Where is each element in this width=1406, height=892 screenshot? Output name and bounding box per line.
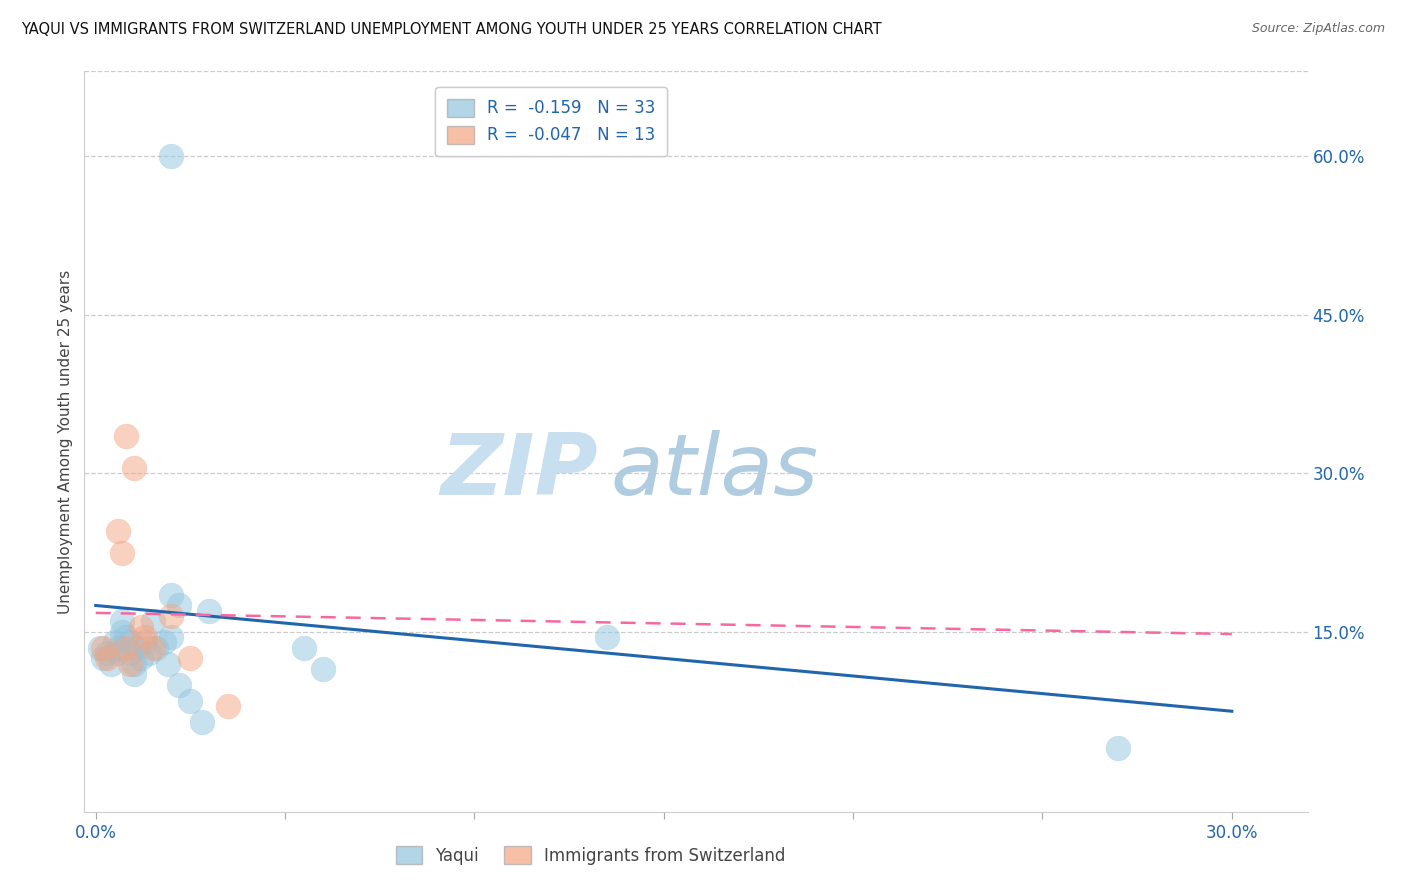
Point	[115, 429, 138, 443]
Point	[153, 635, 176, 649]
Point	[179, 651, 201, 665]
Point	[129, 619, 152, 633]
Text: atlas: atlas	[610, 430, 818, 513]
Point	[312, 662, 335, 676]
Point	[160, 149, 183, 163]
Point	[118, 635, 141, 649]
Point	[122, 461, 145, 475]
Point	[91, 640, 114, 655]
Legend: R =  -0.159   N = 33, R =  -0.047   N = 13: R = -0.159 N = 33, R = -0.047 N = 13	[436, 87, 666, 156]
Point	[217, 698, 239, 713]
Point	[160, 630, 183, 644]
Point	[134, 635, 156, 649]
Point	[1107, 741, 1129, 756]
Point	[138, 646, 160, 660]
Legend: Yaqui, Immigrants from Switzerland: Yaqui, Immigrants from Switzerland	[385, 836, 796, 875]
Point	[111, 624, 134, 639]
Point	[111, 546, 134, 560]
Point	[156, 657, 179, 671]
Point	[129, 651, 152, 665]
Point	[596, 630, 619, 644]
Point	[118, 657, 141, 671]
Text: ZIP: ZIP	[440, 430, 598, 513]
Point	[198, 604, 221, 618]
Point	[292, 640, 315, 655]
Point	[134, 630, 156, 644]
Y-axis label: Unemployment Among Youth under 25 years: Unemployment Among Youth under 25 years	[58, 269, 73, 614]
Point	[160, 588, 183, 602]
Text: Source: ZipAtlas.com: Source: ZipAtlas.com	[1251, 22, 1385, 36]
Point	[107, 640, 129, 655]
Point	[107, 646, 129, 660]
Text: YAQUI VS IMMIGRANTS FROM SWITZERLAND UNEMPLOYMENT AMONG YOUTH UNDER 25 YEARS COR: YAQUI VS IMMIGRANTS FROM SWITZERLAND UNE…	[21, 22, 882, 37]
Point	[104, 635, 127, 649]
Point	[115, 640, 138, 655]
Point	[167, 599, 190, 613]
Point	[122, 657, 145, 671]
Point	[111, 615, 134, 629]
Point	[179, 694, 201, 708]
Point	[118, 646, 141, 660]
Point	[127, 640, 149, 655]
Point	[160, 609, 183, 624]
Point	[141, 640, 163, 655]
Point	[100, 657, 122, 671]
Point	[89, 640, 111, 655]
Point	[141, 615, 163, 629]
Point	[190, 714, 212, 729]
Point	[96, 651, 118, 665]
Point	[91, 651, 114, 665]
Point	[167, 678, 190, 692]
Point	[122, 667, 145, 681]
Point	[145, 640, 167, 655]
Point	[115, 630, 138, 644]
Point	[107, 524, 129, 539]
Point	[96, 646, 118, 660]
